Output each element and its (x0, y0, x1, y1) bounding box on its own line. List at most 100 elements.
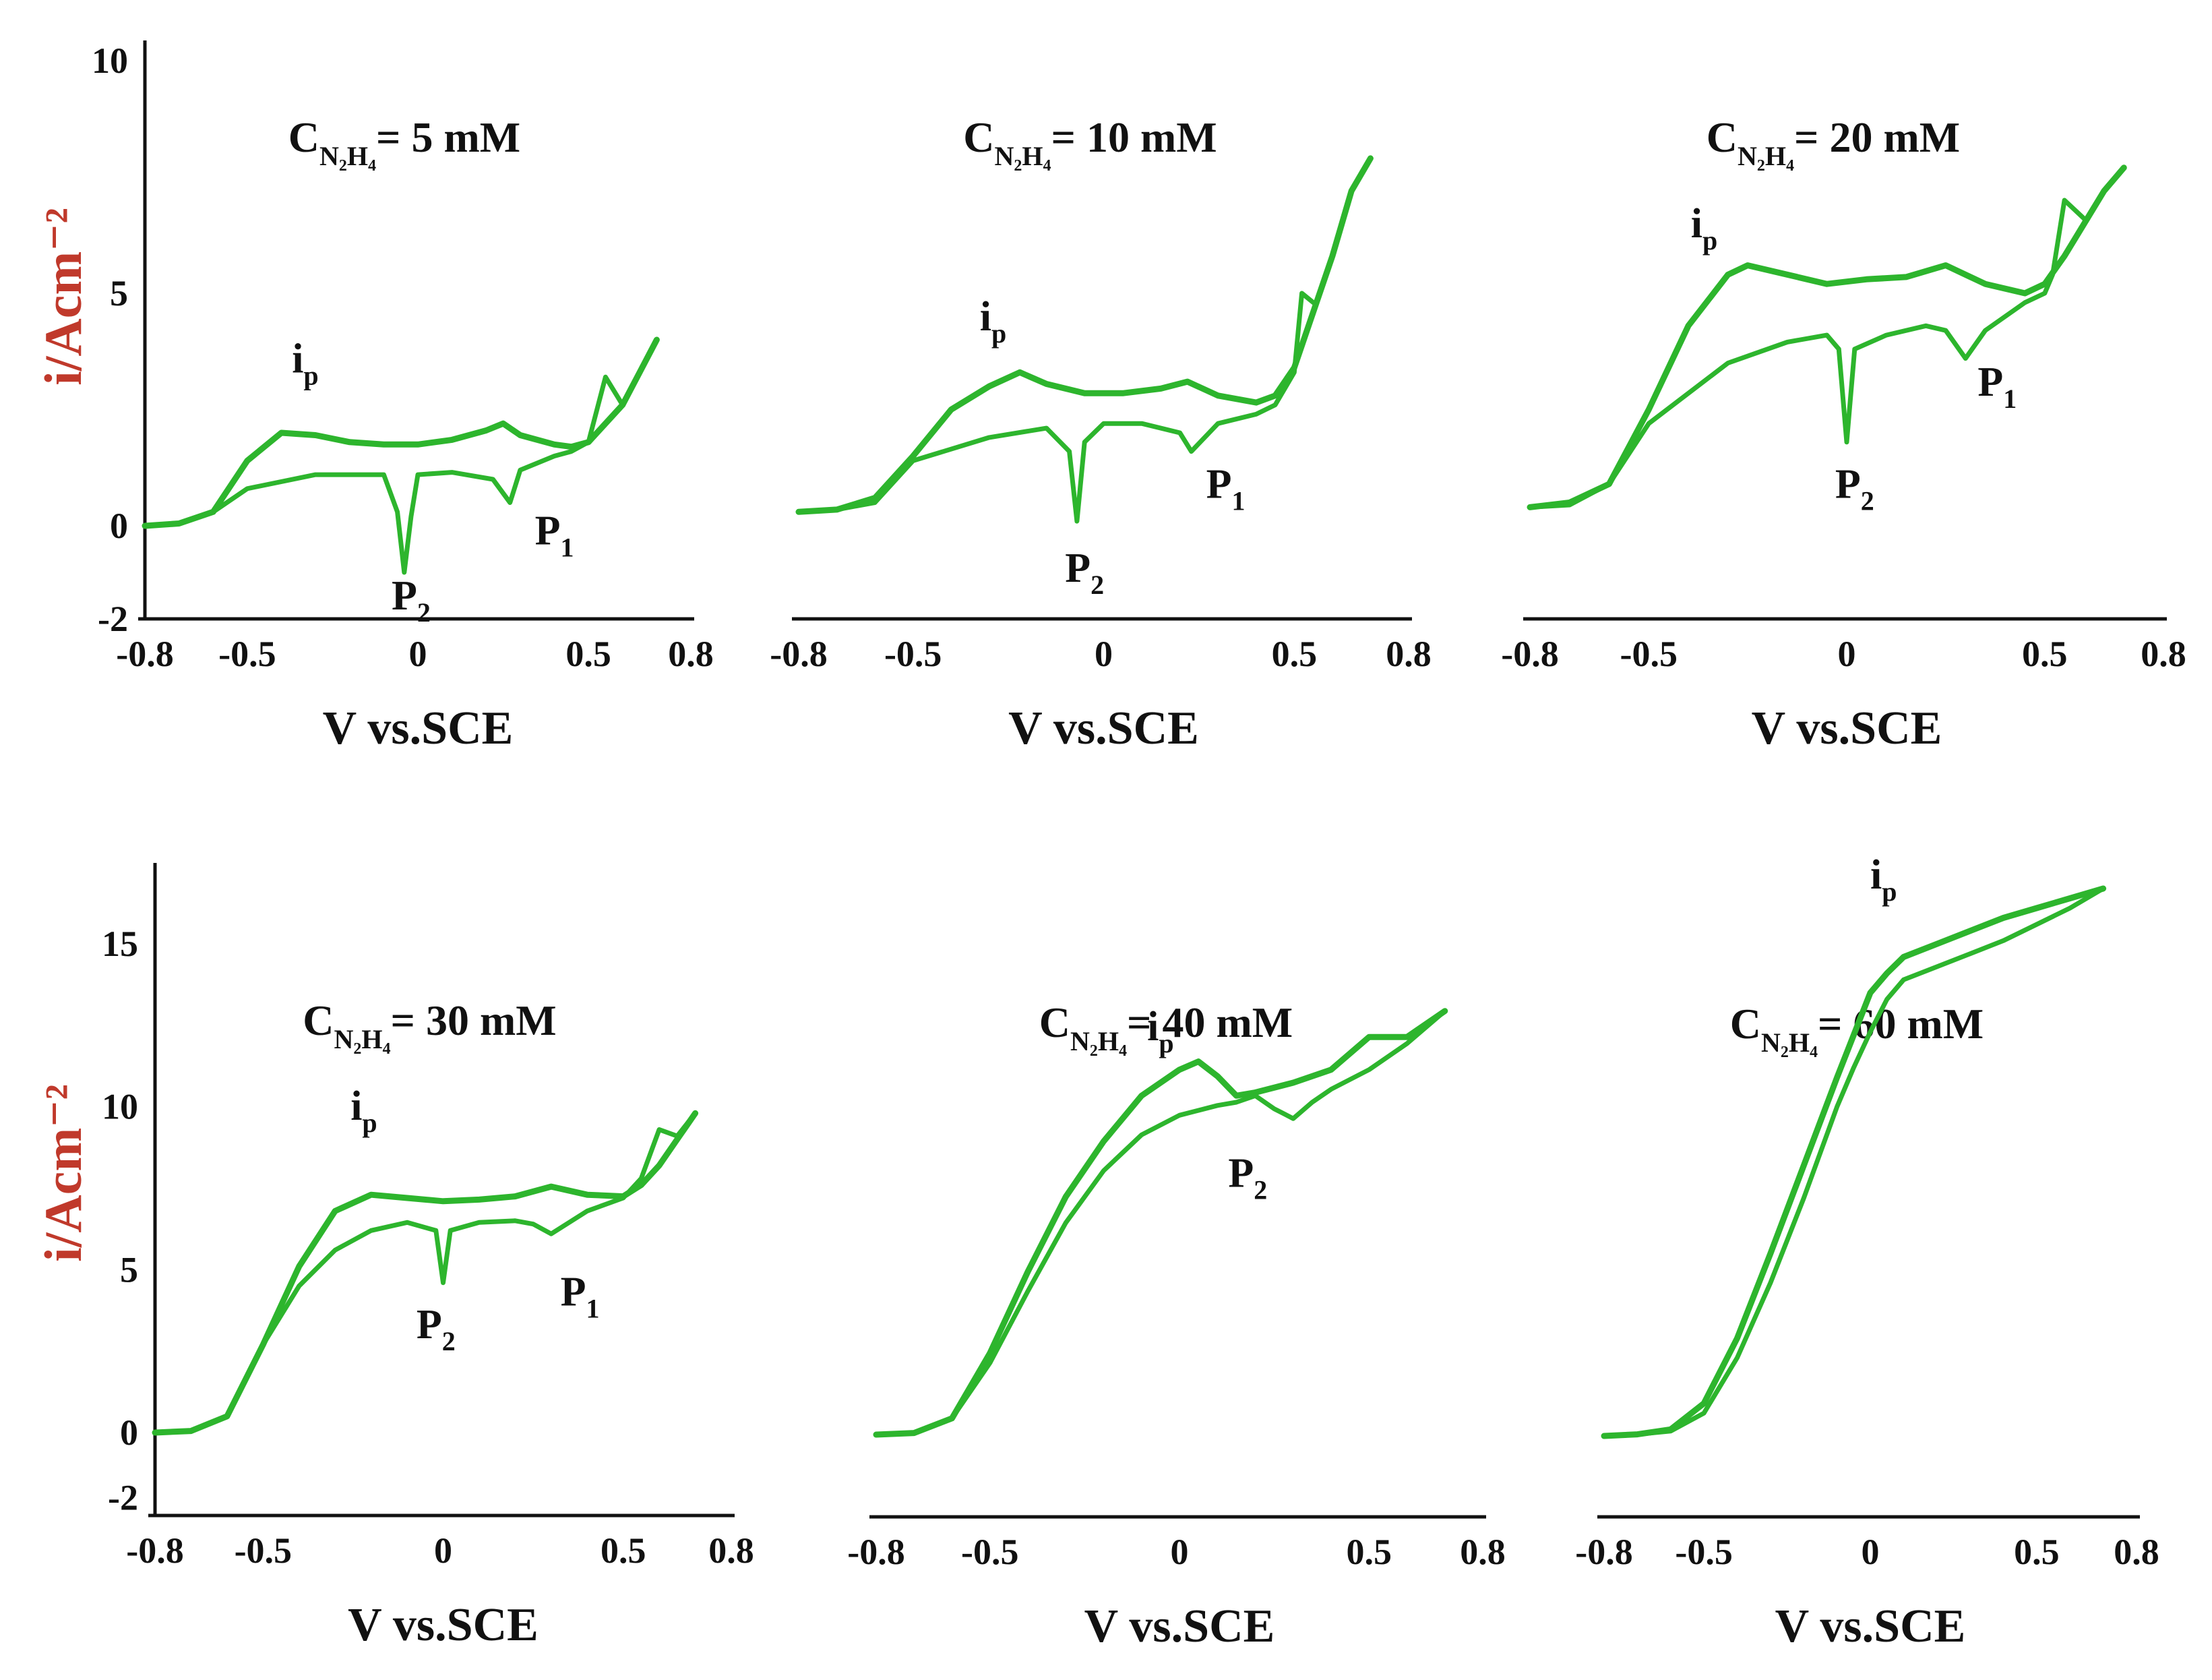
annotation-subscript: p (303, 360, 318, 390)
annotation-label: P (1977, 359, 2003, 405)
cv-curve-reverse (796, 291, 1316, 524)
x-tick-label: -0.5 (218, 634, 276, 674)
title-suffix: = 5 mM (376, 113, 520, 161)
cv-curve-reverse (142, 337, 659, 575)
x-tick-label: 0.5 (1347, 1532, 1392, 1572)
x-tick-label: 0.8 (2141, 634, 2186, 674)
x-tick-label: -0.8 (847, 1532, 904, 1572)
y-tick-label: -2 (98, 599, 128, 639)
x-axis-label: V vs.SCE (1008, 702, 1199, 754)
x-tick-label: 0.5 (2022, 634, 2068, 674)
x-axis-label: V vs.SCE (348, 1599, 539, 1651)
peak-annotation: P2 (392, 573, 431, 628)
title-prefix: C (303, 996, 334, 1044)
peak-annotation: ip (1870, 852, 1897, 907)
annotation-label: P (535, 508, 561, 554)
annotation-label: i (292, 336, 303, 382)
x-tick-label: -0.8 (116, 634, 173, 674)
x-tick-label: -0.5 (1675, 1532, 1732, 1572)
x-tick-label: -0.8 (126, 1530, 183, 1571)
x-tick-label: 0 (1095, 634, 1113, 674)
x-tick-label: 0.8 (1386, 634, 1432, 674)
x-tick-label: 0.8 (2114, 1532, 2159, 1572)
annotation-label: P (1206, 462, 1232, 508)
title-prefix: C (1707, 113, 1738, 161)
panel-5mM: -0.8 -0.5 0 0.5 0.8 -2 0 5 10 V vs.SCE i/Acm⁻² CN₂H… (34, 40, 714, 754)
panel-title: CN₂H₄= 30 mM (303, 996, 556, 1054)
x-tick-label: 0.8 (708, 1530, 754, 1571)
x-tick-label: -0.8 (1501, 634, 1558, 674)
title-prefix: C (288, 113, 319, 161)
title-prefix: C (963, 113, 994, 161)
x-tick-label: 0 (1171, 1532, 1189, 1572)
peak-annotation: ip (350, 1083, 377, 1138)
x-axis-label: V vs.SCE (1084, 1600, 1275, 1652)
y-tick-label: 10 (102, 1087, 138, 1127)
annotation-subscript: p (1702, 225, 1717, 256)
annotation-label: P (392, 573, 417, 619)
x-tick-label: -0.8 (770, 634, 827, 674)
x-tick-label: 0.5 (1272, 634, 1318, 674)
peak-annotation: ip (1691, 201, 1717, 256)
annotation-subscript: 2 (1861, 486, 1874, 516)
annotation-subscript: 1 (2003, 384, 2017, 414)
x-tick-label: 0.5 (601, 1530, 646, 1571)
peak-annotation: P2 (1228, 1151, 1267, 1205)
annotation-label: P (561, 1269, 586, 1315)
annotation-label: P (417, 1302, 442, 1348)
annotation-subscript: 1 (586, 1294, 600, 1324)
annotation-subscript: p (991, 318, 1006, 349)
peak-annotation: P2 (417, 1302, 456, 1356)
title-subscript: N₂H₄ (995, 141, 1051, 171)
y-tick-label: 5 (110, 273, 128, 313)
y-tick-label: 10 (92, 40, 128, 81)
y-tick-label: 5 (120, 1249, 138, 1290)
x-tick-label: -0.5 (961, 1532, 1018, 1572)
annotation-subscript: p (1159, 1028, 1173, 1058)
title-prefix: C (1730, 1000, 1761, 1048)
x-tick-label: 0 (409, 634, 427, 674)
annotation-subscript: 2 (442, 1326, 456, 1356)
annotation-label: i (1691, 201, 1702, 247)
x-tick-label: 0.8 (1460, 1532, 1506, 1572)
y-tick-label: 0 (110, 506, 128, 546)
cv-curve-forward (1527, 164, 2127, 510)
title-prefix: C (1039, 998, 1070, 1046)
peak-annotation: P1 (1206, 462, 1246, 516)
title-suffix: = 10 mM (1051, 113, 1217, 161)
title-suffix: = 20 mM (1794, 113, 1960, 161)
panel-30mM: -0.8 -0.5 0 0.5 0.8 -2 0 5 10 15 V vs.SCE i/Acm⁻² CN… (34, 863, 754, 1651)
cv-curve-reverse (1601, 886, 2106, 1439)
title-subscript: N₂H₄ (1738, 141, 1794, 171)
annotation-subscript: 1 (1231, 486, 1245, 516)
cv-curve-forward (142, 336, 660, 529)
x-tick-label: -0.5 (1620, 634, 1678, 674)
annotation-subscript: 1 (560, 533, 574, 563)
annotation-label: i (350, 1083, 362, 1129)
peak-annotation: P2 (1835, 462, 1874, 516)
title-suffix: = 30 mM (391, 996, 557, 1044)
title-subscript: N₂H₄ (319, 141, 376, 171)
peak-annotation: ip (980, 294, 1006, 349)
annotation-subscript: 2 (1254, 1175, 1267, 1205)
cv-curve-reverse (873, 1009, 1448, 1437)
peak-annotation: P1 (535, 508, 574, 563)
annotation-label: P (1065, 545, 1090, 591)
panel-title: CN₂H₄= 40 mM (1039, 998, 1293, 1056)
title-suffix: = 40 mM (1127, 998, 1293, 1046)
annotation-label: i (1870, 852, 1882, 898)
y-tick-label: -2 (108, 1478, 138, 1518)
x-tick-label: 0 (434, 1530, 452, 1571)
x-tick-label: 0.5 (2014, 1532, 2060, 1572)
peak-annotation: ip (292, 336, 318, 390)
x-tick-label: 0 (1862, 1532, 1880, 1572)
panel-title: CN₂H₄= 20 mM (1707, 113, 1960, 171)
annotation-label: i (980, 294, 991, 340)
cv-curve-reverse (152, 1110, 698, 1435)
annotation-subscript: 2 (1090, 570, 1104, 600)
x-axis-label: V vs.SCE (323, 702, 514, 754)
